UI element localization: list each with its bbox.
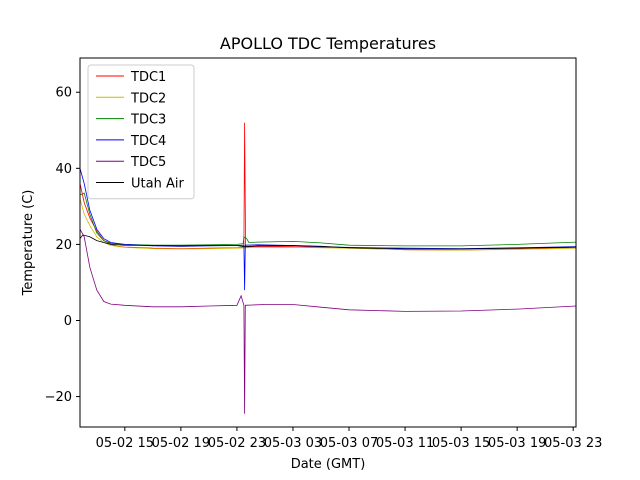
legend-box [87,64,195,200]
x-tick-label: 05-03 11 [376,436,434,451]
y-tick-label: −20 [45,390,72,405]
x-tick-label: 05-03 07 [320,436,378,451]
y-tick-label: 60 [55,86,72,101]
y-tick-label: 20 [55,238,72,253]
series-line-tdc3 [80,192,576,247]
x-tick-label: 05-03 23 [544,436,602,451]
y-axis-label: Temperature (C) [21,190,36,297]
x-tick-label: 05-03 15 [432,436,490,451]
x-tick-label: 05-03 19 [488,436,546,451]
y-tick-label: 40 [55,162,72,177]
legend: TDC1 TDC2 TDC3 TDC4 TDC5 Utah Air [87,64,195,200]
legend-label: Utah Air [131,177,184,192]
series-layer [80,122,576,414]
x-tick-label: 05-02 23 [208,436,266,451]
legend-label: TDC2 [130,91,166,106]
legend-label: TDC5 [130,155,166,170]
x-axis-label: Date (GMT) [291,457,366,472]
y-axis-ticks: −20 0 20 40 60 [45,86,80,405]
plot-frame [79,57,577,428]
legend-label: TDC4 [130,134,166,149]
chart-title: APOLLO TDC Temperatures [220,34,436,53]
legend-label: TDC1 [130,70,166,85]
y-tick-label: 0 [64,314,72,329]
series-line-tdc4 [80,168,576,291]
x-tick-label: 05-02 15 [96,436,154,451]
series-line-tdc5 [80,229,576,414]
series-line-tdc2 [80,198,576,251]
legend-label: TDC3 [130,113,166,128]
x-tick-label: 05-02 19 [152,436,210,451]
series-line-utah-air [80,234,576,250]
x-tick-label: 05-03 03 [264,436,322,451]
